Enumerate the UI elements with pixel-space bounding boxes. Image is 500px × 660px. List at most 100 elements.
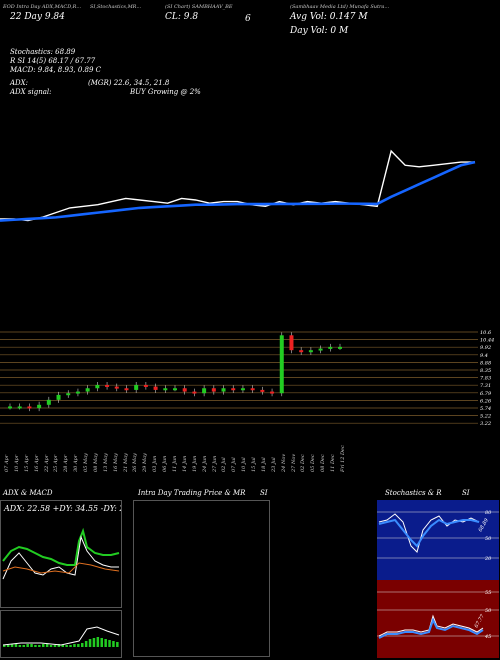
macd-histogram-bar — [45, 644, 49, 647]
price-level-label: 7.83 — [480, 376, 491, 382]
rsi-label-45: 45 — [484, 634, 491, 640]
date-tick-label: 22 Apr — [43, 454, 50, 472]
macd-panel — [0, 610, 122, 658]
rsi-label-50: 50 — [485, 608, 492, 614]
date-tick-label: 24 Nov — [280, 453, 287, 472]
candle-body — [250, 388, 255, 391]
candle-body — [328, 346, 333, 349]
date-tick-label: 11 Dec — [330, 454, 337, 472]
date-tick-label: 13 May — [102, 453, 109, 472]
adx-label: ADX: — [10, 79, 29, 87]
date-tick-label: 07 Jul — [231, 457, 238, 472]
date-tick-label: 16 Apr — [33, 454, 40, 472]
candle-body — [75, 391, 80, 394]
macd-histogram-bar — [38, 645, 41, 647]
macd-histogram-bar — [100, 638, 103, 647]
date-tick-label: 03 Jun — [152, 455, 159, 472]
macd-histogram-bar — [6, 645, 10, 647]
macd-histogram-bar — [30, 644, 33, 647]
adx-macd-title: ADX & MACD — [3, 489, 53, 497]
candle-body — [85, 388, 90, 392]
macd-histogram-bar — [77, 644, 80, 647]
date-tick-label: 27 Nov — [290, 453, 297, 472]
date-tick-label: 29 May — [142, 453, 149, 472]
day-volume: Day Vol: 0 M — [290, 26, 349, 36]
candle-body — [124, 388, 129, 391]
adx-values: (MGR) 22.6, 34.5, 21.8 — [88, 79, 170, 87]
candle-body — [143, 384, 148, 387]
candle-body — [105, 384, 110, 387]
candle-body — [260, 389, 265, 392]
macd-histogram-bar — [18, 645, 22, 647]
macd-histogram-bar — [42, 644, 45, 647]
date-tick-label: Fri 12 Dec — [340, 445, 346, 472]
vol-label: 6 — [245, 14, 251, 24]
intraday-si-label: SI — [260, 489, 268, 497]
adx-stats: ADX: 22.58 +DY: 34.55 -DY: 21.82 — [3, 504, 122, 513]
candle-body — [8, 406, 12, 409]
macd-histogram-bar — [49, 645, 53, 647]
price-level-label: 7.31 — [480, 383, 491, 389]
macd-histogram-bar — [3, 645, 6, 647]
adx-panel: ADX: 22.58 +DY: 34.55 -DY: 21.82 — [0, 500, 122, 608]
candle-body — [134, 384, 139, 390]
adx-buy-text: BUY Growing @ 2% — [130, 88, 201, 96]
candle-body — [66, 393, 71, 396]
macd-histogram — [3, 637, 119, 647]
stoch-si-label: SI — [462, 489, 470, 497]
macd-histogram-bar — [116, 642, 119, 647]
close-price: CL: 9.8 — [165, 12, 199, 22]
header-meta-mid2: (SI Chart) SAMBHAAV_BE — [165, 4, 233, 10]
stochastics-panel: 80 50 20 68.89 — [377, 500, 499, 580]
rsi-text: R SI 14(5) 68.17 / 67.77 — [10, 57, 96, 65]
header-meta-right: (Sambhaav Media Ltd) Munafa Sutra... — [290, 4, 390, 10]
ema-series-line — [0, 160, 476, 222]
date-tick-label: 05 May — [83, 453, 90, 472]
candle-body — [231, 388, 236, 391]
candle-body — [279, 335, 284, 394]
stoch-label-50: 50 — [485, 536, 492, 542]
candle-body — [182, 388, 187, 392]
date-tick-label: 08 May — [92, 453, 99, 472]
macd-text: MACD: 9.84, 8.93, 0.89 C — [10, 66, 102, 74]
stoch-white-line — [378, 513, 480, 553]
date-tick-label: 15 Apr — [23, 454, 30, 472]
macd-histogram-bar — [14, 644, 18, 647]
candle-body — [270, 391, 275, 394]
candle-body — [37, 404, 42, 409]
macd-histogram-bar — [88, 639, 92, 647]
price-level-label: 5.74 — [480, 406, 491, 412]
macd-histogram-bar — [57, 644, 61, 647]
candle-body — [163, 388, 168, 391]
date-tick-label: 24 Jun — [201, 455, 208, 472]
candle-body — [114, 386, 119, 389]
price-level-label: 8.88 — [480, 360, 491, 366]
date-tick-label: 15 Jul — [251, 457, 258, 472]
date-tick-label: 18 Jul — [260, 457, 267, 472]
candlestick-chart: 10.6 10.449.92 9.48.88 8.35 7.837.31 6.796.26… — [0, 330, 494, 427]
rsi-white-line — [378, 614, 484, 637]
date-tick-label: 06 Jun — [162, 455, 169, 472]
macd-histogram-bar — [26, 644, 29, 647]
candle-body — [17, 406, 22, 409]
date-tick-label: 27 Jun — [211, 455, 218, 472]
rsi-label-55: 55 — [485, 590, 491, 596]
date-axis: 07 Apr 10 Apr 15 Apr 16 Apr 22 Apr 25 Apr 28 A… — [0, 432, 500, 480]
date-tick-label: 10 Apr — [13, 454, 20, 472]
price-level-label: 9.4 — [480, 353, 488, 359]
date-tick-label: 02 Dec — [300, 454, 307, 472]
price-level-label: 10.6 — [480, 330, 492, 336]
date-tick-label: 02 Jul — [221, 457, 228, 472]
adx-green-line — [2, 527, 120, 566]
date-tick-label: 30 Apr — [73, 454, 80, 472]
candle-body — [308, 350, 313, 353]
macd-histogram-bar — [61, 645, 64, 647]
candle-body — [202, 388, 207, 394]
date-tick-label: 26 May — [132, 453, 139, 472]
date-tick-label: 10 Jul — [241, 457, 248, 472]
macd-histogram-bar — [104, 639, 107, 647]
candle-body — [173, 388, 177, 391]
date-tick-label: 07 Apr — [4, 454, 10, 472]
day-change: 22 Day 9.84 — [10, 12, 65, 22]
intraday-panel — [133, 500, 270, 657]
